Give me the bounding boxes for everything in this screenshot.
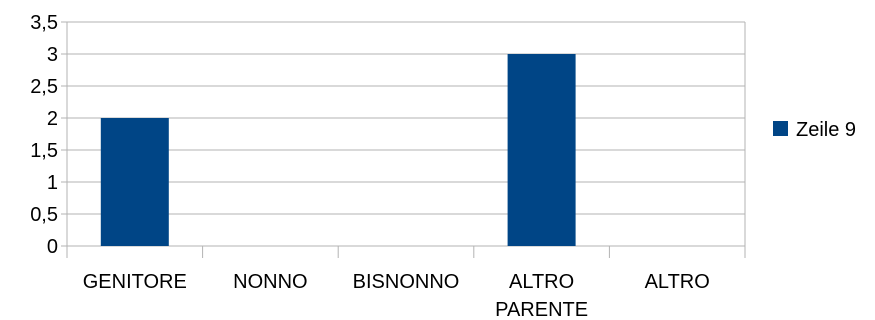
x-axis-category-labels: GENITORE NONNO BISNONNO ALTRO PARENTE ALTRO	[83, 271, 710, 320]
gridlines	[61, 21, 746, 258]
x-category-label: ALTRO PARENTE	[495, 271, 588, 320]
y-tick-label: 2,5	[30, 76, 58, 98]
y-tick-label: 3	[47, 44, 58, 66]
y-tick-label: 1,5	[30, 140, 58, 162]
y-axis-tick-labels: 0 0,5 1 1,5 2 2,5 3 3,5	[30, 12, 58, 258]
bar	[100, 118, 169, 246]
x-category-label: NONNO	[233, 271, 307, 293]
x-category-label: ALTRO	[645, 271, 710, 293]
y-tick-label: 2	[47, 108, 58, 130]
legend-label: Zeile 9	[796, 119, 856, 141]
y-tick-label: 1	[47, 172, 58, 194]
legend-swatch	[773, 121, 788, 136]
bars	[100, 54, 576, 246]
legend: Zeile 9	[773, 119, 856, 141]
x-category-label: BISNONNO	[353, 271, 460, 293]
bar	[507, 54, 576, 246]
x-category-label: GENITORE	[83, 271, 187, 293]
y-tick-label: 0,5	[30, 204, 58, 226]
y-tick-label: 3,5	[30, 12, 58, 34]
y-tick-label: 0	[47, 236, 58, 258]
